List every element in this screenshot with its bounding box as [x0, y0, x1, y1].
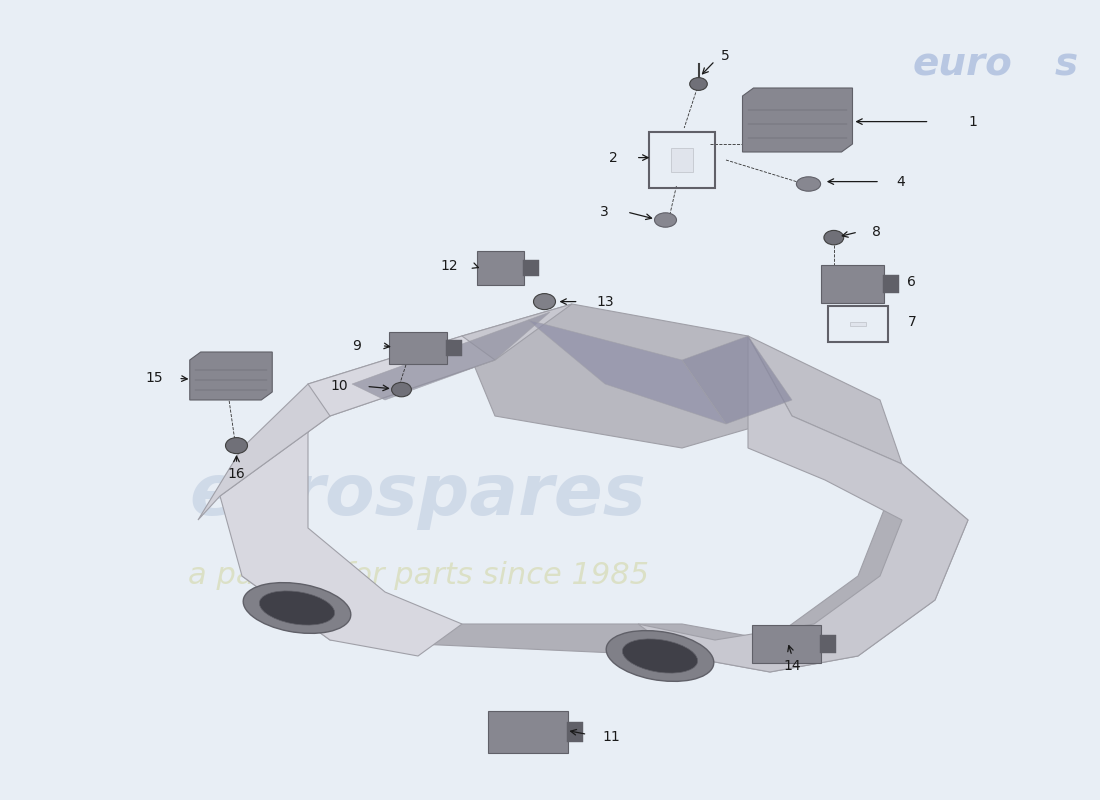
Ellipse shape — [606, 630, 714, 682]
FancyBboxPatch shape — [488, 711, 568, 753]
Ellipse shape — [654, 213, 676, 227]
Polygon shape — [189, 352, 273, 400]
FancyBboxPatch shape — [752, 626, 821, 662]
Text: 11: 11 — [603, 730, 620, 744]
Circle shape — [392, 382, 411, 397]
Polygon shape — [462, 304, 792, 448]
FancyBboxPatch shape — [850, 322, 867, 326]
Text: euro: euro — [912, 45, 1012, 83]
FancyBboxPatch shape — [522, 260, 539, 276]
Text: 9: 9 — [352, 338, 361, 353]
Polygon shape — [220, 336, 495, 656]
Text: 10: 10 — [330, 379, 348, 394]
Polygon shape — [198, 384, 330, 520]
FancyBboxPatch shape — [477, 251, 524, 285]
FancyBboxPatch shape — [446, 341, 462, 355]
Ellipse shape — [260, 591, 334, 625]
Text: 6: 6 — [908, 275, 916, 290]
Text: a passion for parts since 1985: a passion for parts since 1985 — [187, 562, 649, 590]
Polygon shape — [528, 320, 726, 424]
Text: 14: 14 — [783, 658, 801, 673]
Polygon shape — [748, 336, 902, 464]
Polygon shape — [308, 304, 572, 416]
Ellipse shape — [623, 639, 697, 673]
FancyBboxPatch shape — [671, 148, 693, 172]
Ellipse shape — [243, 582, 351, 634]
Text: 16: 16 — [228, 466, 245, 481]
Circle shape — [534, 294, 556, 310]
Circle shape — [690, 78, 707, 90]
Polygon shape — [352, 312, 550, 400]
Polygon shape — [638, 336, 968, 672]
FancyBboxPatch shape — [882, 275, 900, 293]
Text: 5: 5 — [720, 49, 729, 63]
Text: eurospares: eurospares — [189, 462, 647, 530]
FancyBboxPatch shape — [821, 265, 884, 302]
Text: s: s — [1055, 45, 1078, 83]
Polygon shape — [242, 464, 968, 672]
Polygon shape — [682, 336, 792, 424]
Circle shape — [226, 438, 248, 454]
Text: 15: 15 — [145, 371, 163, 386]
Text: 7: 7 — [908, 315, 916, 330]
Ellipse shape — [796, 177, 821, 191]
FancyBboxPatch shape — [566, 722, 583, 742]
Text: 8: 8 — [872, 225, 881, 239]
Text: 12: 12 — [440, 259, 458, 274]
Text: 4: 4 — [896, 174, 905, 189]
Text: 1: 1 — [968, 114, 977, 129]
FancyBboxPatch shape — [820, 635, 836, 653]
Polygon shape — [742, 88, 852, 152]
Text: 3: 3 — [600, 205, 608, 219]
Text: 2: 2 — [609, 150, 618, 165]
Text: 13: 13 — [596, 294, 614, 309]
FancyBboxPatch shape — [389, 332, 447, 364]
Circle shape — [824, 230, 844, 245]
